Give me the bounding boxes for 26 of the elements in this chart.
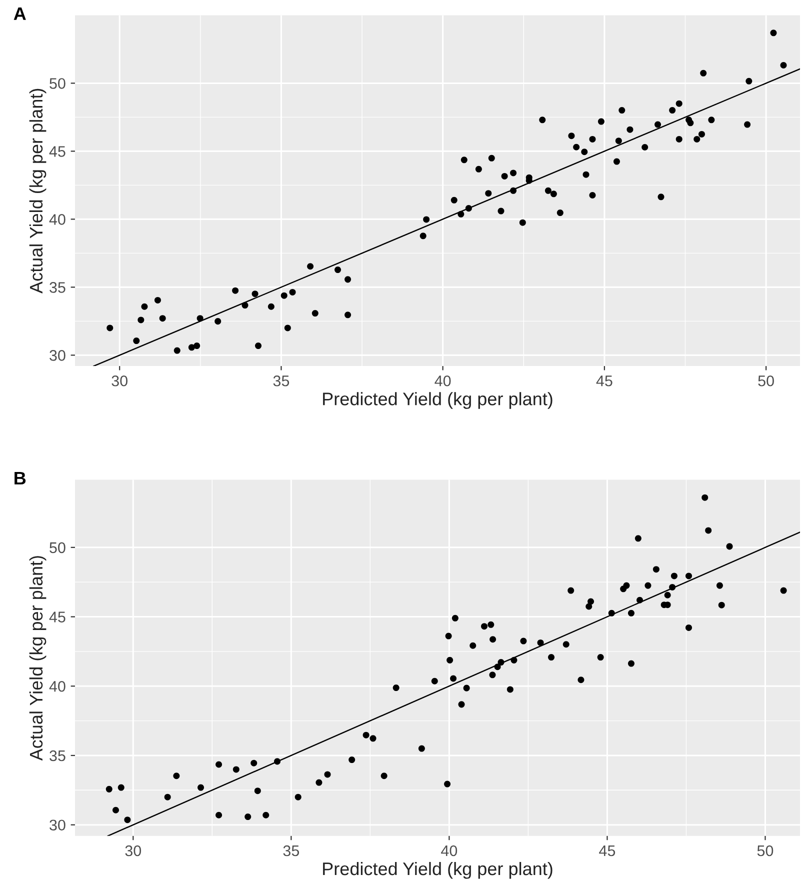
y-axis-title: Actual Yield (kg per plant) — [29, 556, 46, 761]
y-tick-label: 50 — [50, 542, 66, 554]
x-tick-label: 45 — [599, 846, 616, 856]
x-tick-label: 45 — [596, 376, 612, 386]
x-tick-label: 40 — [434, 375, 451, 386]
x-tick-label: 30 — [112, 375, 128, 386]
x-tick-label: 40 — [441, 845, 458, 856]
chart-title: A — [14, 7, 26, 20]
y-tick-label: 30 — [50, 820, 66, 831]
y-tick-label: 50 — [50, 78, 66, 89]
y-tick-label: 45 — [49, 612, 66, 622]
x-tick-label: 35 — [283, 845, 300, 856]
y-tick-label: 40 — [49, 214, 66, 225]
x-tick-label: 50 — [757, 845, 774, 856]
chart-title: B — [14, 472, 26, 484]
y-tick-label: 35 — [50, 750, 66, 762]
x-axis-title: Predicted Yield (kg per plant) — [323, 392, 552, 409]
x-tick-label: 50 — [758, 375, 774, 386]
y-tick-label: 40 — [49, 680, 66, 692]
y-tick-label: 30 — [50, 350, 66, 361]
x-axis-title: Predicted Yield (kg per plant) — [323, 862, 552, 879]
y-axis-title: Actual Yield (kg per plant) — [29, 88, 46, 294]
x-tick-label: 35 — [273, 375, 290, 386]
x-tick-label: 30 — [125, 845, 142, 856]
y-tick-label: 45 — [49, 146, 66, 157]
y-tick-label: 35 — [50, 282, 66, 293]
